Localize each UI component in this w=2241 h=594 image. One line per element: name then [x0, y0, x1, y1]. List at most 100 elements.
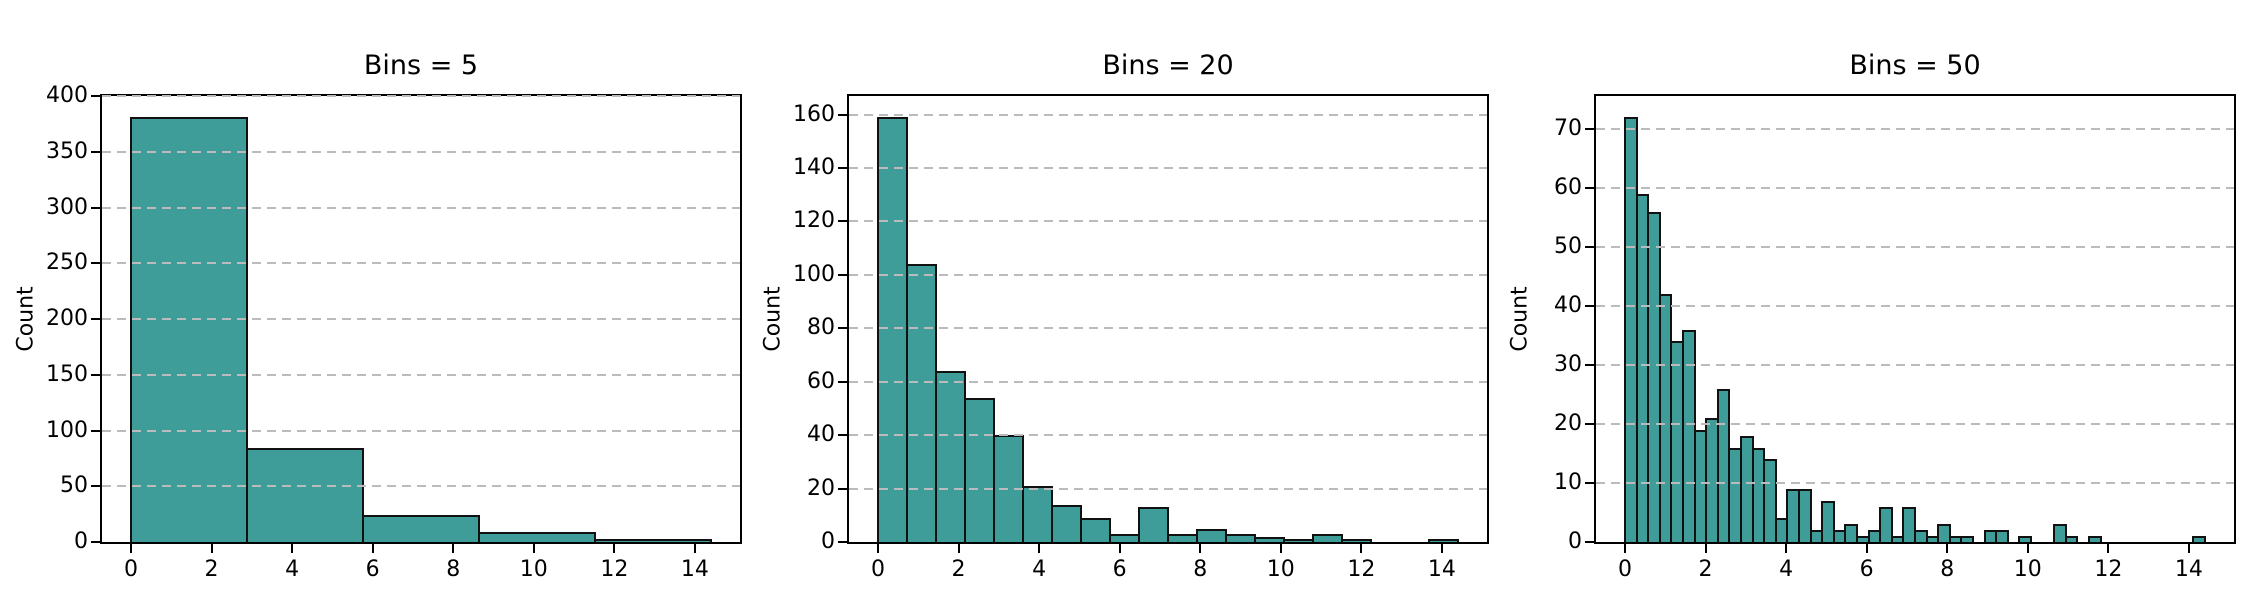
y-tick-label: 60	[807, 368, 835, 394]
histogram-bar	[1937, 524, 1951, 542]
chart-title: Bins = 5	[363, 50, 479, 81]
histogram-bar	[1283, 539, 1314, 542]
y-tick-mark	[838, 273, 847, 276]
x-tick-mark	[1624, 544, 1626, 553]
y-tick-label: 300	[46, 194, 88, 220]
x-tick-mark	[532, 544, 535, 553]
histogram-bar	[1995, 530, 2009, 542]
histogram-bar	[2018, 536, 2032, 542]
y-tick-label: 120	[793, 208, 835, 234]
y-tick-mark	[91, 95, 100, 98]
x-tick-mark	[613, 544, 616, 553]
histogram-bar	[2064, 536, 2079, 542]
histogram-chart-bins-5: Bins = 5 Count 0 50 100 150 200 250 300 350 400 0…	[0, 0, 747, 594]
y-tick-mark	[838, 541, 847, 543]
x-tick-mark	[693, 544, 696, 553]
chart-title: Bins = 50	[1849, 50, 1981, 81]
histogram-bar	[2088, 536, 2102, 542]
histogram-bar	[362, 515, 480, 542]
y-tick-label: 0	[1568, 529, 1582, 554]
x-tick-mark	[1199, 544, 1202, 553]
gridline	[849, 380, 1487, 383]
y-tick-label: 160	[793, 101, 835, 127]
y-tick-mark	[91, 206, 100, 209]
y-tick-mark	[838, 113, 847, 116]
y-tick-label: 80	[807, 315, 835, 341]
plot-area	[100, 94, 742, 544]
y-tick-label: 250	[46, 250, 88, 276]
gridline	[1596, 187, 2234, 190]
y-tick-mark	[91, 541, 100, 543]
x-tick-label: 2	[951, 557, 966, 582]
plot-area	[847, 94, 1489, 544]
y-tick-label: 0	[74, 529, 88, 554]
histogram-bar	[246, 448, 364, 542]
x-tick-mark	[1785, 544, 1788, 553]
x-tick-mark	[877, 544, 879, 553]
histogram-bar	[877, 117, 908, 542]
y-tick-label: 200	[46, 306, 88, 332]
gridline	[1596, 482, 2234, 484]
x-tick-mark	[371, 544, 374, 553]
x-tick-mark	[1946, 544, 1949, 553]
x-tick-mark	[1865, 544, 1868, 553]
histogram-bar	[1138, 507, 1169, 542]
y-tick-mark	[838, 434, 847, 437]
y-tick-label: 60	[1554, 175, 1582, 201]
x-tick-mark	[1360, 544, 1363, 553]
y-tick-label: 40	[1554, 293, 1582, 319]
histogram-bar	[1051, 504, 1082, 542]
x-tick-mark	[2026, 544, 2029, 553]
y-tick-mark	[1585, 246, 1594, 249]
gridline	[102, 150, 740, 153]
x-tick-label: 2	[1698, 557, 1713, 582]
x-tick-mark	[130, 544, 132, 553]
x-tick-label: 6	[1112, 557, 1127, 582]
y-tick-mark	[1585, 128, 1594, 131]
x-tick-label: 0	[871, 557, 885, 582]
x-tick-label: 14	[1427, 557, 1456, 582]
y-tick-label: 140	[793, 154, 835, 180]
histogram-bar	[1914, 530, 1928, 542]
histogram-bar	[478, 531, 596, 542]
histogram-bar	[2053, 524, 2067, 542]
y-tick-mark	[1585, 364, 1594, 367]
y-tick-label: 400	[46, 83, 88, 109]
x-tick-label: 8	[1193, 557, 1208, 582]
gridline	[849, 434, 1487, 437]
gridline	[102, 95, 740, 98]
y-tick-mark	[91, 318, 100, 321]
gridline	[1596, 423, 2234, 425]
x-tick-label: 0	[1618, 557, 1632, 582]
gridline	[849, 487, 1487, 490]
y-tick-label: 20	[1554, 411, 1582, 436]
y-tick-mark	[838, 220, 847, 223]
x-tick-label: 6	[1859, 557, 1874, 582]
y-tick-label: 100	[46, 417, 88, 443]
histogram-bar	[1763, 459, 1777, 542]
x-tick-label: 12	[2094, 557, 2123, 582]
gridline	[102, 429, 740, 432]
y-tick-mark	[1585, 541, 1594, 543]
gridline	[102, 485, 740, 488]
histogram-bar	[906, 264, 937, 542]
x-tick-label: 0	[124, 557, 138, 582]
x-tick-label: 4	[1032, 557, 1047, 582]
histogram-bar	[1960, 536, 1974, 542]
x-tick-label: 4	[1779, 557, 1794, 582]
histogram-bar	[594, 539, 712, 542]
y-tick-label: 100	[793, 261, 835, 287]
x-tick-mark	[2187, 544, 2190, 553]
x-tick-label: 8	[446, 557, 461, 582]
x-tick-mark	[1440, 544, 1443, 553]
gridline	[102, 318, 740, 321]
x-tick-label: 12	[1347, 557, 1376, 582]
gridline	[1596, 246, 2234, 249]
histogram-bar	[935, 371, 966, 542]
gridline	[849, 166, 1487, 169]
histogram-bar	[1798, 488, 1812, 542]
x-tick-mark	[2107, 544, 2110, 553]
histogram-bar	[1196, 528, 1227, 542]
x-tick-mark	[957, 544, 960, 553]
histogram-bar	[1167, 534, 1198, 542]
